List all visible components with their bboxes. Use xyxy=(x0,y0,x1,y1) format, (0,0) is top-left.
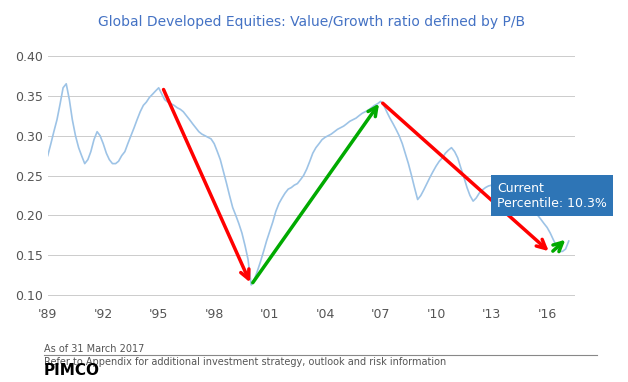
Text: PIMCO: PIMCO xyxy=(44,363,100,378)
Text: As of 31 March 2017: As of 31 March 2017 xyxy=(44,344,144,354)
Title: Global Developed Equities: Value/Growth ratio defined by P/B: Global Developed Equities: Value/Growth … xyxy=(98,15,525,29)
Text: Current
Percentile: 10.3%: Current Percentile: 10.3% xyxy=(497,181,607,210)
Text: Refer to Appendix for additional investment strategy, outlook and risk informati: Refer to Appendix for additional investm… xyxy=(44,357,447,367)
